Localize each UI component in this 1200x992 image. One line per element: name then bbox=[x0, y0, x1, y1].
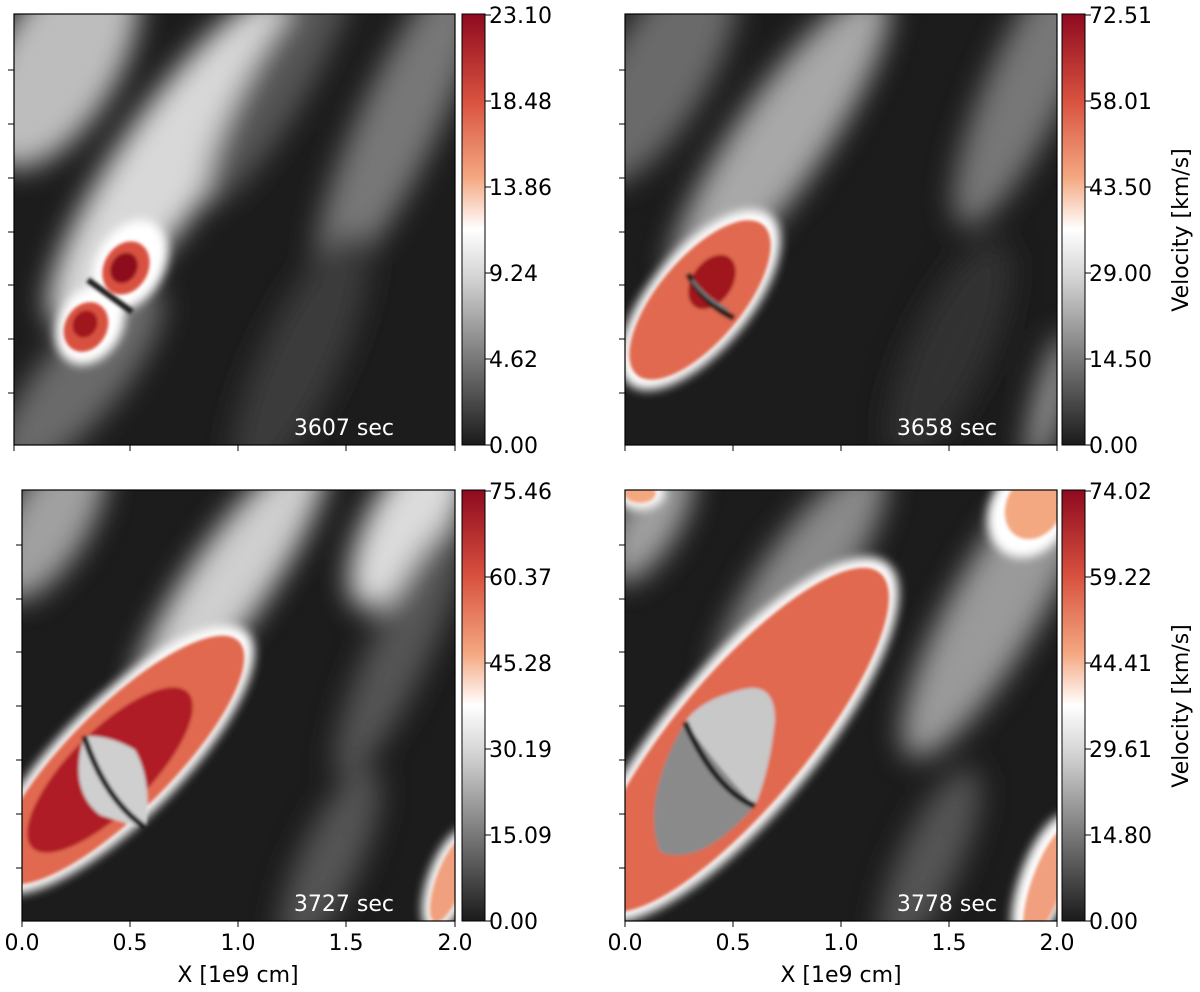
heatmap-image: 3727 sec bbox=[22, 490, 455, 921]
colorbar-gradient bbox=[1061, 13, 1086, 446]
colorbar-label: Velocity [km/s] bbox=[1169, 148, 1194, 312]
panel-annotation: 3607 sec bbox=[294, 416, 394, 441]
colorbar-tick-label: 9.24 bbox=[489, 262, 538, 287]
colorbar: 0.00 14.80 29.61 44.41 59.22 74.02 Veloc… bbox=[1061, 480, 1194, 935]
colorbar-tick-label: 60.37 bbox=[489, 566, 552, 591]
colorbar-tick-label: 14.50 bbox=[1089, 348, 1152, 373]
colorbar-tick-label: 18.48 bbox=[489, 90, 552, 115]
x-tick-label: 0.0 bbox=[5, 931, 40, 956]
panel-annotation: 3658 sec bbox=[897, 416, 997, 441]
colorbar-tick-label: 23.10 bbox=[489, 4, 552, 29]
x-tick-marks bbox=[624, 445, 1058, 451]
colorbar-tick-label: 29.00 bbox=[1089, 262, 1152, 287]
colorbar-label: Velocity [km/s] bbox=[1169, 624, 1194, 788]
colorbar-tick-label: 13.86 bbox=[489, 176, 552, 201]
x-tick-label: 1.0 bbox=[221, 931, 256, 956]
x-tick-label: 1.0 bbox=[824, 931, 859, 956]
heatmap-image: 3607 sec bbox=[14, 14, 455, 445]
x-tick-marks bbox=[13, 445, 456, 451]
colorbar-tick-label: 75.46 bbox=[489, 480, 552, 505]
colorbar-tick-label: 44.41 bbox=[1089, 652, 1152, 677]
x-tick-marks bbox=[21, 921, 456, 927]
panel-2: 3658 sec bbox=[619, 4, 1194, 459]
y-tick-marks bbox=[8, 69, 14, 394]
colorbar-tick-label: 29.61 bbox=[1089, 738, 1152, 763]
panel-4: 3778 sec 0.0 0.5 1.0 1.5 2.0 X [1e9 cm] bbox=[608, 480, 1195, 988]
colorbar-tick-label: 74.02 bbox=[1089, 480, 1152, 505]
colorbar-gradient bbox=[1061, 489, 1086, 922]
panel-annotation: 3778 sec bbox=[897, 892, 997, 917]
y-tick-marks bbox=[619, 544, 625, 869]
panel-3: 3727 sec 0.0 0.5 1.0 1.5 2.0 X [1e9 cm] bbox=[5, 480, 552, 988]
colorbar-tick-label: 45.28 bbox=[489, 652, 552, 677]
axes-frame bbox=[13, 13, 456, 446]
heatmap-image: 3778 sec bbox=[625, 490, 1057, 921]
x-tick-label: 1.5 bbox=[932, 931, 967, 956]
colorbar-tick-label: 0.00 bbox=[489, 910, 538, 935]
colorbar-tick-label: 0.00 bbox=[1089, 910, 1138, 935]
heatmap-image: 3658 sec bbox=[625, 14, 1057, 445]
colorbar: 0.00 15.09 30.19 45.28 60.37 75.46 bbox=[461, 480, 552, 935]
y-tick-marks bbox=[619, 69, 625, 394]
x-axis-label: X [1e9 cm] bbox=[177, 963, 298, 988]
colorbar-tick-label: 30.19 bbox=[489, 738, 552, 763]
colorbar-tick-label: 0.00 bbox=[1089, 434, 1138, 459]
colorbar-tick-label: 0.00 bbox=[489, 434, 538, 459]
y-tick-marks bbox=[16, 544, 22, 869]
x-axis-label: X [1e9 cm] bbox=[780, 963, 901, 988]
colorbar-tick-label: 14.80 bbox=[1089, 824, 1152, 849]
colorbar-gradient bbox=[461, 489, 486, 922]
colorbar-tick-label: 58.01 bbox=[1089, 90, 1152, 115]
x-tick-label: 2.0 bbox=[438, 931, 473, 956]
x-tick-label: 0.5 bbox=[716, 931, 751, 956]
panel-1: 3607 sec bbox=[8, 4, 552, 459]
colorbar-tick-label: 72.51 bbox=[1089, 4, 1152, 29]
colorbar: 0.00 4.62 9.24 13.86 18.48 23.10 bbox=[461, 4, 552, 459]
panel-annotation: 3727 sec bbox=[294, 892, 394, 917]
colorbar: 0.00 14.50 29.00 43.50 58.01 72.51 Veloc… bbox=[1061, 4, 1194, 459]
colorbar-tick-label: 43.50 bbox=[1089, 176, 1152, 201]
colorbar-tick-label: 59.22 bbox=[1089, 566, 1152, 591]
x-tick-label: 1.5 bbox=[329, 931, 364, 956]
x-tick-label: 0.0 bbox=[608, 931, 643, 956]
x-tick-label: 2.0 bbox=[1040, 931, 1075, 956]
colorbar-tick-label: 15.09 bbox=[489, 824, 552, 849]
colorbar-gradient bbox=[461, 13, 486, 446]
x-tick-label: 0.5 bbox=[113, 931, 148, 956]
x-tick-marks bbox=[624, 921, 1058, 927]
colorbar-tick-label: 4.62 bbox=[489, 348, 538, 373]
